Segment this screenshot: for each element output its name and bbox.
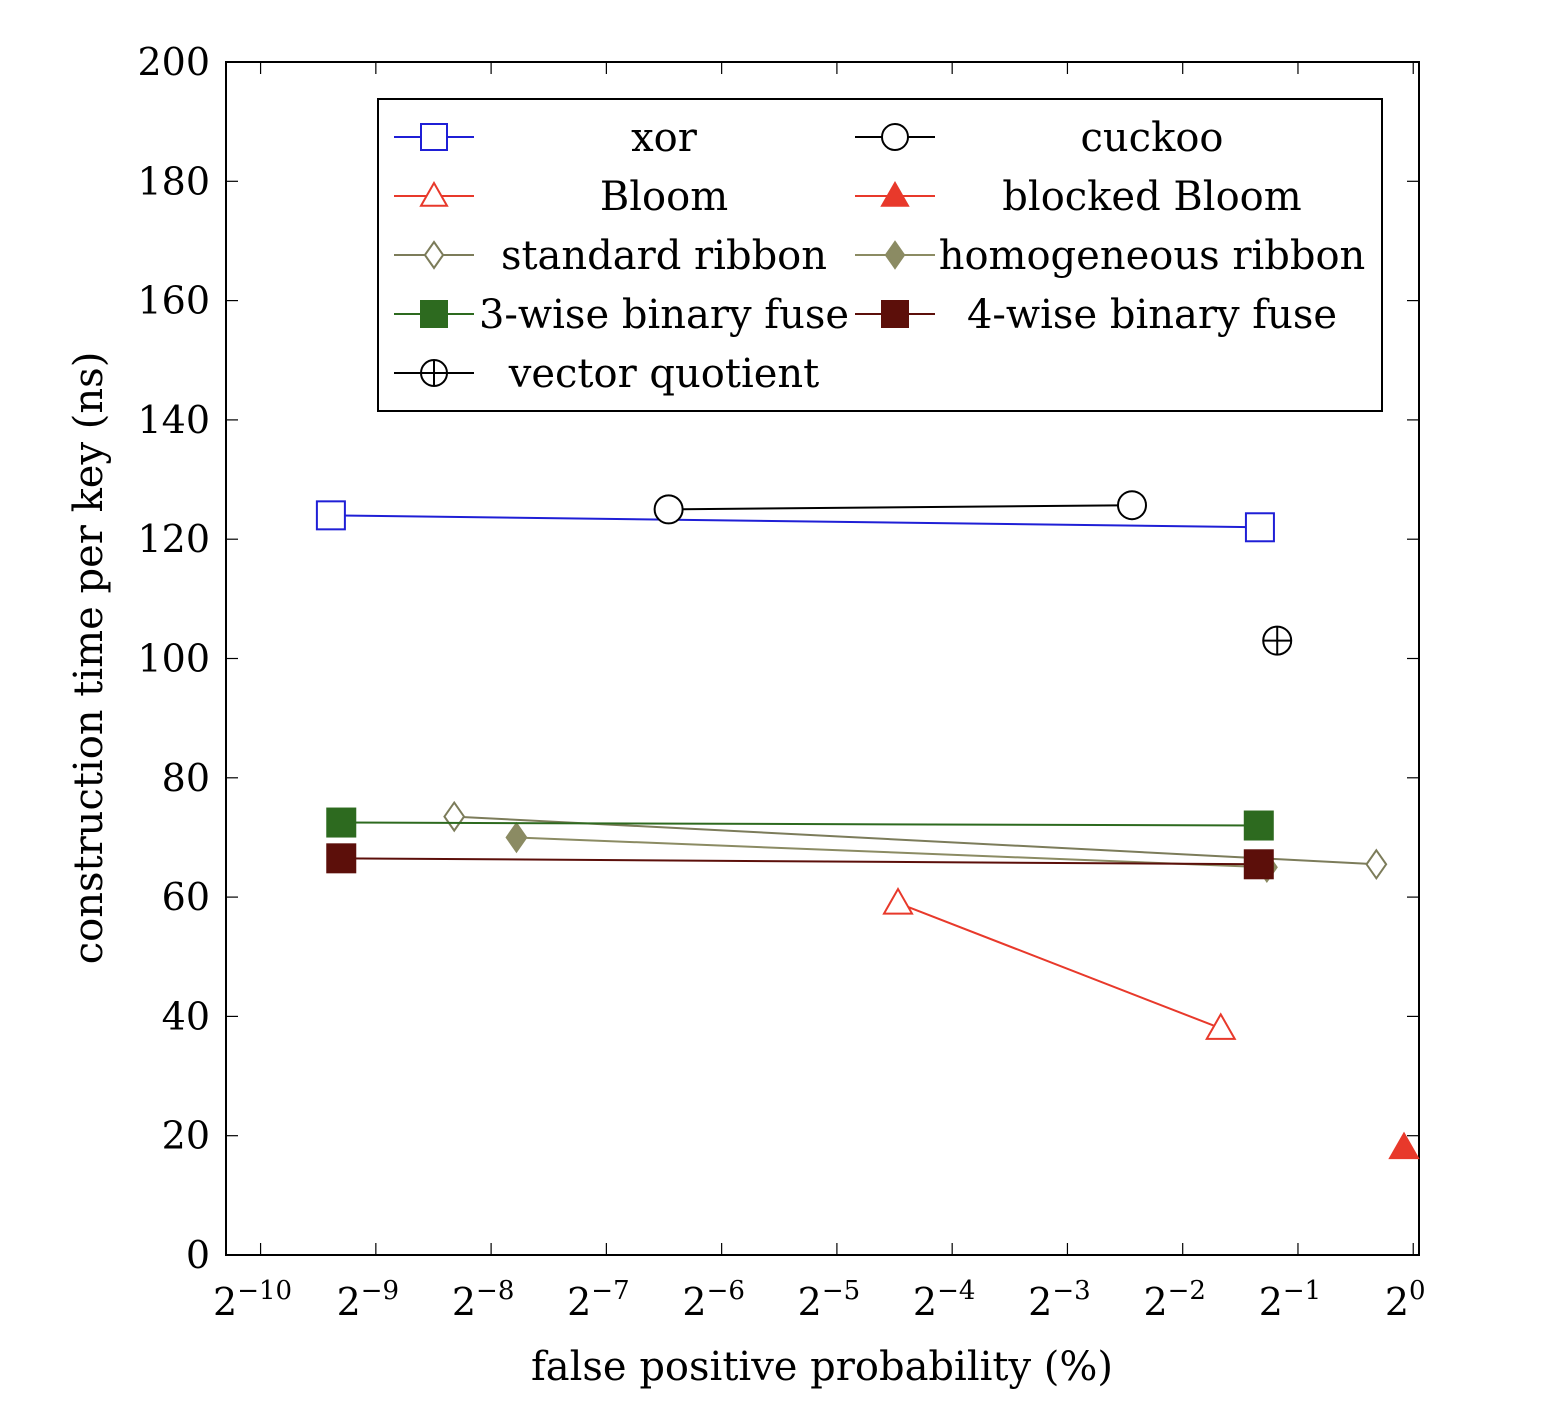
x-tick-label: 2−2 [1143, 1276, 1206, 1324]
legend-entry: vector quotient [394, 351, 819, 397]
x-tick-label: 2−10 [213, 1276, 292, 1324]
y-tick-label: 60 [162, 875, 210, 919]
legend-entry: Bloom [394, 174, 728, 220]
legend-entry: 4-wise binary fuse [855, 292, 1337, 338]
data-point [1244, 512, 1275, 543]
y-tick-label: 200 [137, 40, 210, 84]
legend-entry: xor [394, 115, 698, 161]
series-line [341, 821, 1259, 827]
y-axis-label: construction time per key (ns) [66, 352, 112, 965]
series [326, 843, 1274, 880]
legend-label: homogeneous ribbon [939, 233, 1366, 279]
series [1388, 1131, 1420, 1160]
data-point [326, 807, 357, 838]
data-point [420, 123, 448, 151]
y-tick-label: 120 [137, 517, 210, 561]
legend-label: 4-wise binary fuse [967, 292, 1337, 338]
legend-label: standard ribbon [501, 233, 827, 279]
legend-entry: cuckoo [855, 115, 1223, 161]
series-line [454, 815, 1377, 866]
axis-ticks: 0 20 40 60 80 100 120 140 160 180 200 2−10 2−9 2−8 2−7… [137, 40, 1425, 1324]
data-point [423, 240, 445, 270]
data-point [443, 800, 466, 833]
x-tick-label: 2−5 [798, 1276, 861, 1324]
legend-label: vector quotient [508, 351, 820, 397]
y-tick-label: 160 [137, 279, 210, 323]
y-tick-label: 20 [162, 1114, 210, 1158]
legend-entry: homogeneous ribbon [855, 233, 1365, 279]
data-point [881, 123, 909, 151]
y-tick-label: 80 [162, 756, 210, 800]
y-tick-label: 40 [162, 994, 210, 1038]
y-tick-label: 100 [137, 637, 210, 681]
legend-label: xor [631, 115, 698, 161]
y-tick-label: 180 [137, 159, 210, 203]
legend-entry: 3-wise binary fuse [394, 292, 849, 338]
series-line [516, 836, 1267, 869]
data-point [1365, 848, 1388, 881]
data-point [653, 494, 684, 525]
x-tick-label: 2−3 [1028, 1276, 1091, 1324]
data-point [420, 359, 448, 387]
data-point [1262, 625, 1293, 656]
legend: xor cuckoo Bloom blocked Bloom standard ribb… [377, 98, 1383, 412]
x-tick-label: 2−6 [682, 1276, 745, 1324]
data-point [419, 180, 449, 207]
x-tick-label: 2−7 [567, 1276, 630, 1324]
data-point [881, 300, 909, 328]
series [882, 887, 1237, 1040]
series-line [330, 514, 1260, 529]
data-point [884, 240, 906, 270]
data-point [326, 843, 357, 874]
data-point [1243, 810, 1274, 841]
x-tick-label: 2−8 [452, 1276, 515, 1324]
x-tick-label: 2−4 [913, 1276, 976, 1324]
legend-label: 3-wise binary fuse [479, 292, 849, 338]
data-point [1243, 849, 1274, 880]
series [315, 500, 1275, 543]
series [1262, 625, 1293, 656]
x-tick-label: 20 [1385, 1276, 1426, 1324]
legend-entry: standard ribbon [394, 233, 827, 279]
legend-label: Bloom [600, 174, 728, 220]
series-group [315, 490, 1420, 1160]
data-point [880, 180, 910, 207]
series [653, 490, 1147, 525]
series-line [897, 902, 1222, 1030]
legend-label: cuckoo [1081, 115, 1224, 161]
data-point [315, 500, 346, 531]
y-tick-label: 140 [137, 398, 210, 442]
data-point [420, 300, 448, 328]
data-point [505, 821, 528, 854]
series [326, 807, 1274, 841]
x-tick-label: 2−9 [337, 1276, 400, 1324]
data-point [882, 887, 914, 915]
x-tick-label: 2−1 [1259, 1276, 1322, 1324]
data-point [1388, 1131, 1420, 1160]
legend-entry: blocked Bloom [855, 174, 1302, 220]
series-line [341, 857, 1259, 866]
y-tick-label: 0 [186, 1233, 210, 1277]
x-axis-label: false positive probability (%) [531, 1344, 1113, 1390]
legend-label: blocked Bloom [1002, 174, 1301, 220]
data-point [1116, 490, 1147, 521]
data-point [1205, 1012, 1237, 1040]
series-line [668, 504, 1132, 511]
